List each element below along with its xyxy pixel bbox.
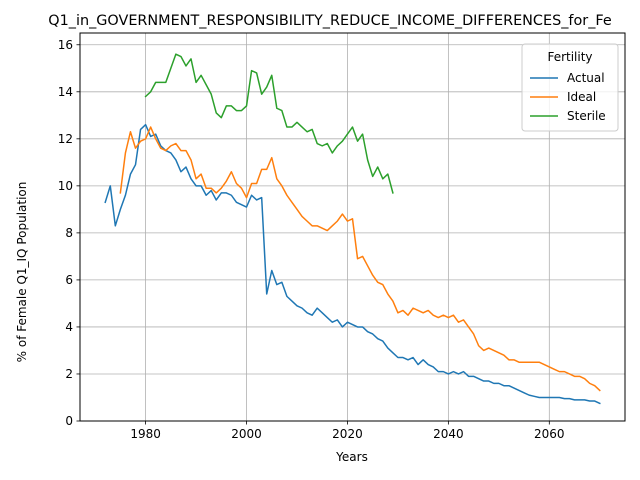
legend-label-sterile: Sterile <box>567 109 606 123</box>
y-tick-label: 14 <box>58 85 73 99</box>
x-ticks: 1980 2000 2020 2040 2060 <box>130 421 565 441</box>
grid <box>80 33 625 422</box>
x-tick-label: 2020 <box>332 427 363 441</box>
legend-label-ideal: Ideal <box>567 90 596 104</box>
legend: Fertility Actual Ideal Sterile <box>521 43 619 132</box>
legend-title: Fertility <box>547 50 592 64</box>
series-line-sterile <box>144 53 394 194</box>
y-tick-label: 4 <box>65 320 73 334</box>
x-tick-label: 2040 <box>433 427 464 441</box>
y-tick-label: 8 <box>65 226 73 240</box>
series-layer <box>104 53 601 405</box>
x-axis-label: Years <box>335 450 368 464</box>
y-tick-label: 6 <box>65 273 73 287</box>
legend-box <box>521 43 619 132</box>
legend-entries: Actual Ideal Sterile <box>530 71 606 123</box>
series-line-ideal <box>119 126 601 392</box>
series-line-actual <box>104 123 601 405</box>
plot-frame <box>79 32 626 422</box>
x-tick-label: 2000 <box>231 427 262 441</box>
x-tick-label: 1980 <box>130 427 161 441</box>
chart-title: Q1_in_GOVERNMENT_RESPONSIBILITY_REDUCE_I… <box>48 13 612 29</box>
y-tick-label: 0 <box>65 414 73 428</box>
x-tick-label: 2060 <box>534 427 565 441</box>
y-tick-label: 12 <box>58 132 73 146</box>
legend-label-actual: Actual <box>567 71 605 85</box>
y-tick-label: 10 <box>58 179 73 193</box>
y-tick-label: 2 <box>65 367 73 381</box>
y-ticks: 0 2 4 6 8 10 12 14 16 <box>58 38 80 428</box>
y-axis-label: % of Female Q1_IQ Population <box>15 182 29 363</box>
y-tick-label: 16 <box>58 38 73 52</box>
